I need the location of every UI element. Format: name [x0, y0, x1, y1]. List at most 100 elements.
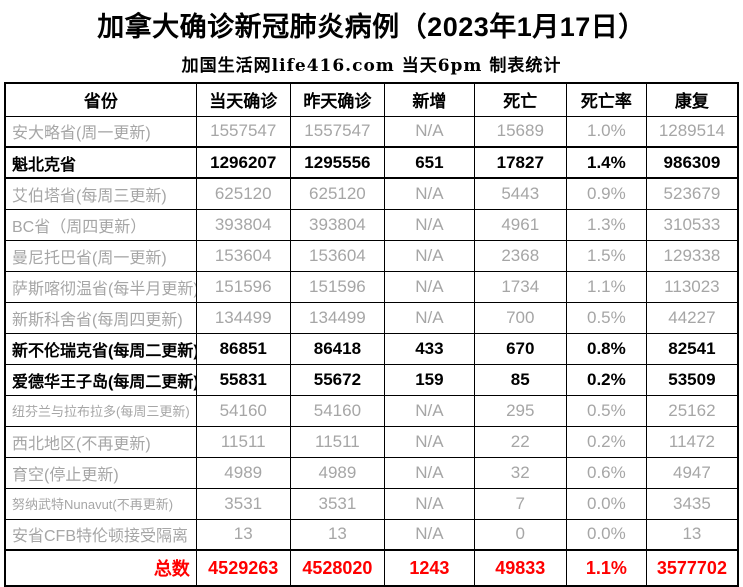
- cell-death-rate: 0.9%: [565, 177, 647, 210]
- cell-new-cases: 159: [384, 363, 475, 396]
- cell-today-confirmed: 3531: [195, 487, 291, 520]
- cell-yesterday-confirmed: 4989: [289, 456, 386, 489]
- cell-yesterday-confirmed: 13: [289, 518, 386, 551]
- cell-province: 萨斯喀彻温省(每半月更新): [4, 270, 197, 303]
- cell-death-rate: 0.0%: [565, 487, 647, 520]
- table-row: 安省CFB特伦顿接受隔离 13 13 N/A 0 0.0% 13: [4, 518, 739, 551]
- cell-death-rate: 0.2%: [565, 425, 647, 458]
- cell-today-confirmed: 54160: [195, 394, 291, 427]
- cell-province: 努纳武特Nunavut(不再更新): [4, 487, 197, 520]
- cell-yesterday-confirmed: 1295556: [289, 146, 386, 179]
- table-row: 萨斯喀彻温省(每半月更新) 151596 151596 N/A 1734 1.1…: [4, 270, 739, 303]
- cell-yesterday-confirmed: 393804: [289, 208, 386, 241]
- table-row: 艾伯塔省(每周三更新) 625120 625120 N/A 5443 0.9% …: [4, 177, 739, 210]
- total-deaths: 49833: [473, 549, 567, 587]
- cell-recovered: 3435: [645, 487, 739, 520]
- total-death-rate: 1.1%: [565, 549, 647, 587]
- cell-today-confirmed: 625120: [195, 177, 291, 210]
- table-row: 安大略省(周一更新) 1557547 1557547 N/A 15689 1.0…: [4, 115, 739, 148]
- cell-province: 新不伦瑞克省(每周二更新): [4, 332, 197, 365]
- cell-new-cases: N/A: [384, 115, 475, 148]
- cell-death-rate: 0.8%: [565, 332, 647, 365]
- cell-deaths: 2368: [473, 239, 567, 272]
- total-new-cases: 1243: [384, 549, 475, 587]
- cell-deaths: 670: [473, 332, 567, 365]
- cell-new-cases: N/A: [384, 270, 475, 303]
- cell-today-confirmed: 134499: [195, 301, 291, 334]
- total-label: 总数: [4, 549, 197, 587]
- col-header-yesterday: 昨天确诊: [289, 82, 386, 117]
- total-row: 总数 4529263 4528020 1243 49833 1.1% 35777…: [4, 549, 739, 587]
- cell-deaths: 17827: [473, 146, 567, 179]
- covid-cases-table: 省份 当天确诊 昨天确诊 新增 死亡 死亡率 康复 安大略省(周一更新) 155…: [3, 82, 739, 587]
- cell-yesterday-confirmed: 3531: [289, 487, 386, 520]
- cell-new-cases: N/A: [384, 456, 475, 489]
- cell-province: 安省CFB特伦顿接受隔离: [4, 518, 197, 551]
- table-row: 曼尼托巴省(周一更新) 153604 153604 N/A 2368 1.5% …: [4, 239, 739, 272]
- cell-recovered: 13: [645, 518, 739, 551]
- cell-deaths: 22: [473, 425, 567, 458]
- cell-province: 魁北克省: [3, 146, 197, 179]
- cell-province: 安大略省(周一更新): [4, 115, 197, 148]
- cell-death-rate: 0.2%: [565, 363, 647, 396]
- cell-today-confirmed: 151596: [195, 270, 291, 303]
- table-row: 育空(停止更新) 4989 4989 N/A 32 0.6% 4947: [4, 456, 739, 489]
- cell-deaths: 1734: [473, 270, 567, 303]
- col-header-rate: 死亡率: [565, 82, 647, 117]
- cell-deaths: 4961: [473, 208, 567, 241]
- cell-yesterday-confirmed: 134499: [289, 301, 386, 334]
- cell-yesterday-confirmed: 1557547: [289, 115, 386, 148]
- cell-today-confirmed: 153604: [195, 239, 291, 272]
- cell-yesterday-confirmed: 151596: [289, 270, 386, 303]
- cell-province: 新斯科舍省(每周四更新): [4, 301, 197, 334]
- cell-yesterday-confirmed: 86418: [289, 332, 386, 365]
- table-row: 努纳武特Nunavut(不再更新) 3531 3531 N/A 7 0.0% 3…: [4, 487, 739, 520]
- cell-recovered: 44227: [645, 301, 739, 334]
- cell-new-cases: N/A: [384, 425, 475, 458]
- cell-today-confirmed: 55831: [195, 363, 291, 396]
- cell-today-confirmed: 4989: [195, 456, 291, 489]
- cell-death-rate: 0.0%: [565, 518, 647, 551]
- cell-new-cases: N/A: [384, 394, 475, 427]
- cell-new-cases: N/A: [384, 301, 475, 334]
- cell-province: BC省（周四更新）: [4, 208, 197, 241]
- cell-recovered: 129338: [645, 239, 739, 272]
- cell-new-cases: N/A: [384, 239, 475, 272]
- cell-province: 育空(停止更新): [4, 456, 197, 489]
- table-header-row: 省份 当天确诊 昨天确诊 新增 死亡 死亡率 康复: [4, 82, 739, 117]
- cell-province: 西北地区(不再更新): [4, 425, 197, 458]
- cell-recovered: 53509: [645, 363, 739, 396]
- cell-deaths: 0: [473, 518, 567, 551]
- cell-death-rate: 1.5%: [565, 239, 647, 272]
- cell-yesterday-confirmed: 55672: [289, 363, 386, 396]
- cell-today-confirmed: 1296207: [195, 146, 291, 179]
- cell-today-confirmed: 86851: [195, 332, 291, 365]
- cell-deaths: 15689: [473, 115, 567, 148]
- total-today-confirmed: 4529263: [195, 549, 291, 587]
- col-header-new: 新增: [384, 82, 475, 117]
- cell-recovered: 113023: [645, 270, 739, 303]
- cell-province: 纽芬兰与拉布拉多(每周三更新): [4, 394, 197, 427]
- col-header-recovered: 康复: [645, 82, 739, 117]
- col-header-today: 当天确诊: [195, 82, 291, 117]
- page-title: 加拿大确诊新冠肺炎病例（2023年1月17日）: [97, 12, 646, 42]
- table-row: 魁北克省 1296207 1295556 651 17827 1.4% 9863…: [3, 146, 739, 179]
- cell-new-cases: N/A: [384, 518, 475, 551]
- cell-deaths: 5443: [473, 177, 567, 210]
- cell-province: 爱德华王子岛(每周二更新): [4, 363, 197, 396]
- cell-new-cases: 433: [384, 332, 475, 365]
- table-body: 安大略省(周一更新) 1557547 1557547 N/A 15689 1.0…: [3, 115, 739, 551]
- col-header-deaths: 死亡: [473, 82, 567, 117]
- cell-deaths: 700: [473, 301, 567, 334]
- cell-recovered: 11472: [645, 425, 739, 458]
- cell-province: 艾伯塔省(每周三更新): [4, 177, 197, 210]
- cell-death-rate: 1.3%: [565, 208, 647, 241]
- cell-death-rate: 0.5%: [565, 394, 647, 427]
- table-row: 新不伦瑞克省(每周二更新) 86851 86418 433 670 0.8% 8…: [4, 332, 739, 365]
- cell-new-cases: N/A: [384, 177, 475, 210]
- cell-recovered: 310533: [645, 208, 739, 241]
- cell-recovered: 4947: [645, 456, 739, 489]
- cell-deaths: 85: [473, 363, 567, 396]
- table-row: 纽芬兰与拉布拉多(每周三更新) 54160 54160 N/A 295 0.5%…: [4, 394, 739, 427]
- table-row: 新斯科舍省(每周四更新) 134499 134499 N/A 700 0.5% …: [4, 301, 739, 334]
